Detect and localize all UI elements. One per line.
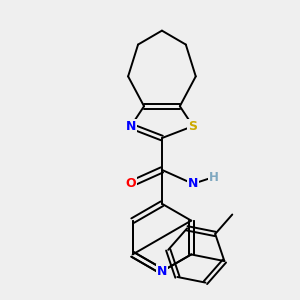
Text: N: N bbox=[126, 120, 136, 133]
Text: H: H bbox=[209, 171, 219, 184]
Text: N: N bbox=[188, 177, 198, 190]
Text: O: O bbox=[126, 177, 136, 190]
Text: N: N bbox=[157, 265, 167, 278]
Text: S: S bbox=[188, 120, 197, 133]
